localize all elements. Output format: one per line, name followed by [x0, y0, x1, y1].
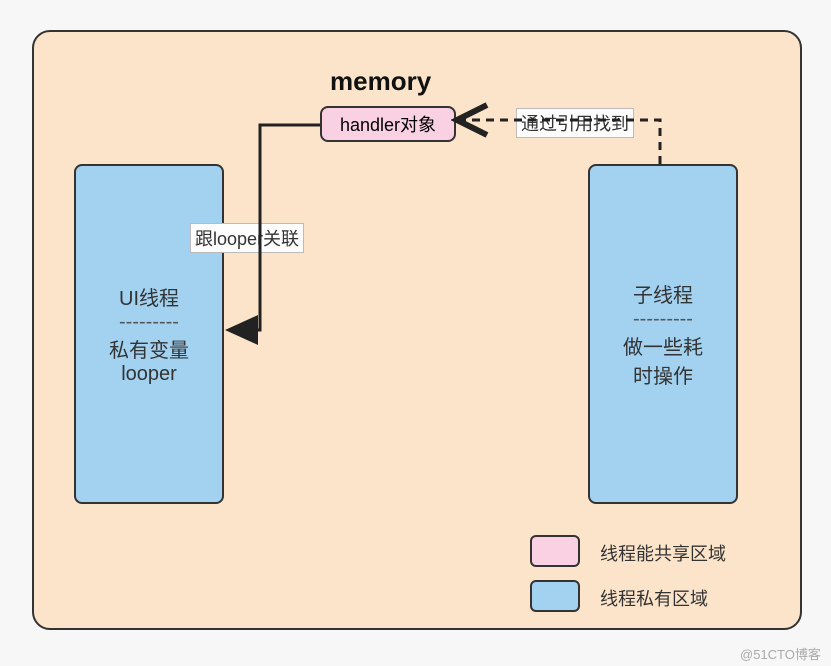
ref-edge-label: 通过引用找到: [516, 108, 634, 138]
assoc-edge-label: 跟looper关联: [190, 223, 304, 253]
ui-thread-text1: 私有变量: [109, 334, 189, 363]
ui-thread-node: UI线程 --------- 私有变量 looper: [74, 164, 224, 504]
legend-private-label: 线程私有区域: [600, 585, 708, 611]
child-thread-node: 子线程 --------- 做一些耗 时操作: [588, 164, 738, 504]
legend-shared-label: 线程能共享区域: [600, 540, 726, 566]
child-thread-separator: ---------: [633, 308, 693, 331]
watermark: @51CTO博客: [740, 644, 821, 663]
child-thread-text2: 时操作: [633, 360, 693, 389]
child-thread-text1: 做一些耗: [623, 331, 703, 360]
diagram-title: memory: [330, 66, 431, 97]
handler-node: handler对象: [320, 106, 456, 142]
child-thread-title: 子线程: [633, 279, 693, 308]
handler-label: handler对象: [340, 111, 436, 137]
legend-shared-box: [530, 535, 580, 567]
ui-thread-separator: ---------: [119, 311, 179, 334]
legend-private-box: [530, 580, 580, 612]
ui-thread-title: UI线程: [119, 282, 179, 311]
ui-thread-text2: looper: [121, 363, 177, 386]
